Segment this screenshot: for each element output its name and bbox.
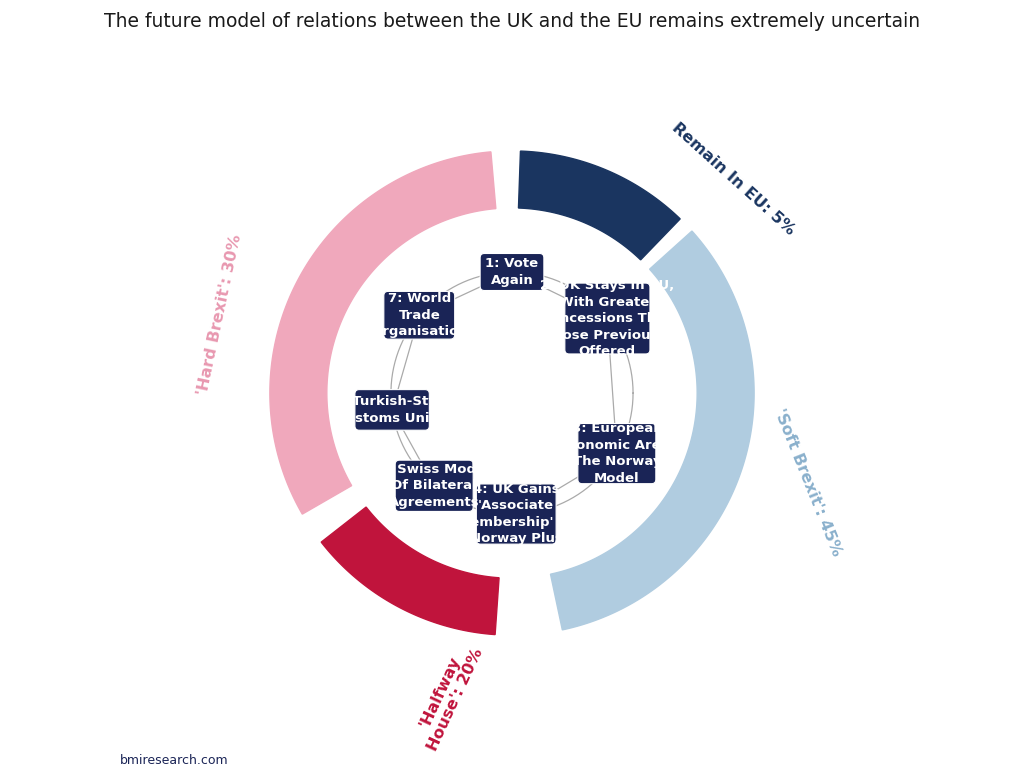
FancyBboxPatch shape	[480, 253, 544, 291]
Text: Remain In EU: 5%: Remain In EU: 5%	[669, 121, 797, 238]
Text: 4: UK Gains
'Associate
Membership' Or
'Norway Plus': 4: UK Gains 'Associate Membership' Or 'N…	[457, 483, 575, 545]
FancyBboxPatch shape	[395, 460, 473, 512]
Polygon shape	[322, 507, 499, 635]
Text: 1: Vote
Again: 1: Vote Again	[485, 257, 539, 287]
Text: bmiresearch.com: bmiresearch.com	[121, 754, 229, 767]
FancyBboxPatch shape	[578, 424, 655, 484]
FancyBboxPatch shape	[355, 390, 429, 430]
Text: 6: Turkish-Style
Customs Union: 6: Turkish-Style Customs Union	[334, 395, 451, 425]
Text: 'Hard Brexit': 30%: 'Hard Brexit': 30%	[196, 233, 245, 397]
FancyBboxPatch shape	[565, 283, 650, 354]
Text: The future model of relations between the UK and the EU remains extremely uncert: The future model of relations between th…	[104, 12, 920, 31]
Text: 3: European
Economic Area,
The Norway
Model: 3: European Economic Area, The Norway Mo…	[559, 422, 675, 485]
Polygon shape	[551, 231, 754, 630]
Polygon shape	[518, 151, 680, 260]
FancyBboxPatch shape	[384, 291, 455, 339]
FancyBboxPatch shape	[476, 484, 556, 545]
Text: 7: World
Trade
Organisation: 7: World Trade Organisation	[371, 292, 468, 338]
Text: 'Soft Brexit': 45%: 'Soft Brexit': 45%	[771, 406, 844, 558]
Polygon shape	[270, 152, 496, 514]
Text: 'Halfway
House': 20%: 'Halfway House': 20%	[410, 639, 486, 753]
Text: 2: UK Stays In EU,
With Greater
Concessions Than
Those Previously
Offered: 2: UK Stays In EU, With Greater Concessi…	[541, 279, 675, 358]
Text: 5: Swiss Model
Of Bilateral
Agreements: 5: Swiss Model Of Bilateral Agreements	[379, 463, 490, 509]
